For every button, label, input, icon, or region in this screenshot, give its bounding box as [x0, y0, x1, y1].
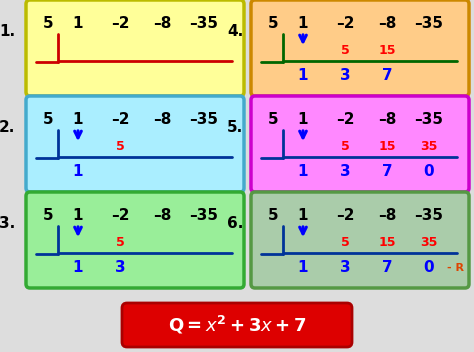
Text: 1: 1: [298, 17, 308, 31]
Text: –2: –2: [111, 113, 129, 127]
Text: 5: 5: [43, 208, 53, 224]
Text: 1: 1: [298, 69, 308, 83]
Text: –2: –2: [111, 208, 129, 224]
Text: 3: 3: [340, 260, 350, 276]
Text: 1: 1: [73, 113, 83, 127]
Text: 15: 15: [378, 44, 396, 57]
Text: –8: –8: [378, 208, 396, 224]
Text: –35: –35: [414, 113, 444, 127]
FancyBboxPatch shape: [251, 192, 469, 288]
Text: 5: 5: [268, 113, 278, 127]
Text: 3: 3: [340, 69, 350, 83]
Text: –35: –35: [414, 208, 444, 224]
Text: 1: 1: [73, 164, 83, 180]
FancyBboxPatch shape: [26, 0, 244, 96]
FancyBboxPatch shape: [122, 303, 352, 347]
Text: 0: 0: [424, 164, 434, 180]
Text: –2: –2: [336, 113, 354, 127]
FancyBboxPatch shape: [251, 0, 469, 96]
Text: 5.: 5.: [227, 120, 243, 135]
Text: –35: –35: [414, 17, 444, 31]
Text: 15: 15: [378, 139, 396, 152]
Text: 3: 3: [340, 164, 350, 180]
Text: 5: 5: [116, 139, 124, 152]
Text: 2.: 2.: [0, 120, 15, 135]
Text: –8: –8: [378, 113, 396, 127]
Text: 7: 7: [382, 69, 392, 83]
Text: 7: 7: [382, 164, 392, 180]
FancyBboxPatch shape: [251, 96, 469, 192]
Text: –8: –8: [378, 17, 396, 31]
Text: –35: –35: [190, 208, 219, 224]
Text: 35: 35: [420, 139, 438, 152]
Text: 5: 5: [43, 113, 53, 127]
Text: 6.: 6.: [227, 216, 243, 231]
Text: 0: 0: [424, 260, 434, 276]
Text: 1: 1: [73, 17, 83, 31]
Text: 35: 35: [420, 235, 438, 249]
Text: 5: 5: [341, 44, 349, 57]
Text: 1: 1: [73, 260, 83, 276]
Text: 5: 5: [268, 17, 278, 31]
Text: 3: 3: [115, 260, 125, 276]
Text: –8: –8: [153, 17, 171, 31]
FancyBboxPatch shape: [26, 192, 244, 288]
Text: $\mathbf{Q = \mathit{x}^2 + 3\mathit{x}+ 7}$: $\mathbf{Q = \mathit{x}^2 + 3\mathit{x}+…: [168, 314, 306, 336]
Text: –2: –2: [336, 208, 354, 224]
Text: –2: –2: [336, 17, 354, 31]
Text: 5: 5: [43, 17, 53, 31]
Text: –35: –35: [190, 113, 219, 127]
FancyBboxPatch shape: [26, 96, 244, 192]
Text: –8: –8: [153, 113, 171, 127]
Text: 1: 1: [298, 260, 308, 276]
Text: 1: 1: [298, 164, 308, 180]
Text: –2: –2: [111, 17, 129, 31]
Text: 5: 5: [341, 139, 349, 152]
Text: –35: –35: [190, 17, 219, 31]
Text: 4.: 4.: [227, 24, 243, 39]
Text: 7: 7: [382, 260, 392, 276]
Text: 1: 1: [73, 208, 83, 224]
Text: 5: 5: [268, 208, 278, 224]
Text: 1: 1: [298, 208, 308, 224]
Text: 5: 5: [341, 235, 349, 249]
Text: - R: - R: [447, 263, 464, 273]
Text: –8: –8: [153, 208, 171, 224]
Text: 1: 1: [298, 113, 308, 127]
Text: 1.: 1.: [0, 24, 15, 39]
Text: 5: 5: [116, 235, 124, 249]
Text: 3.: 3.: [0, 216, 15, 231]
Text: 15: 15: [378, 235, 396, 249]
